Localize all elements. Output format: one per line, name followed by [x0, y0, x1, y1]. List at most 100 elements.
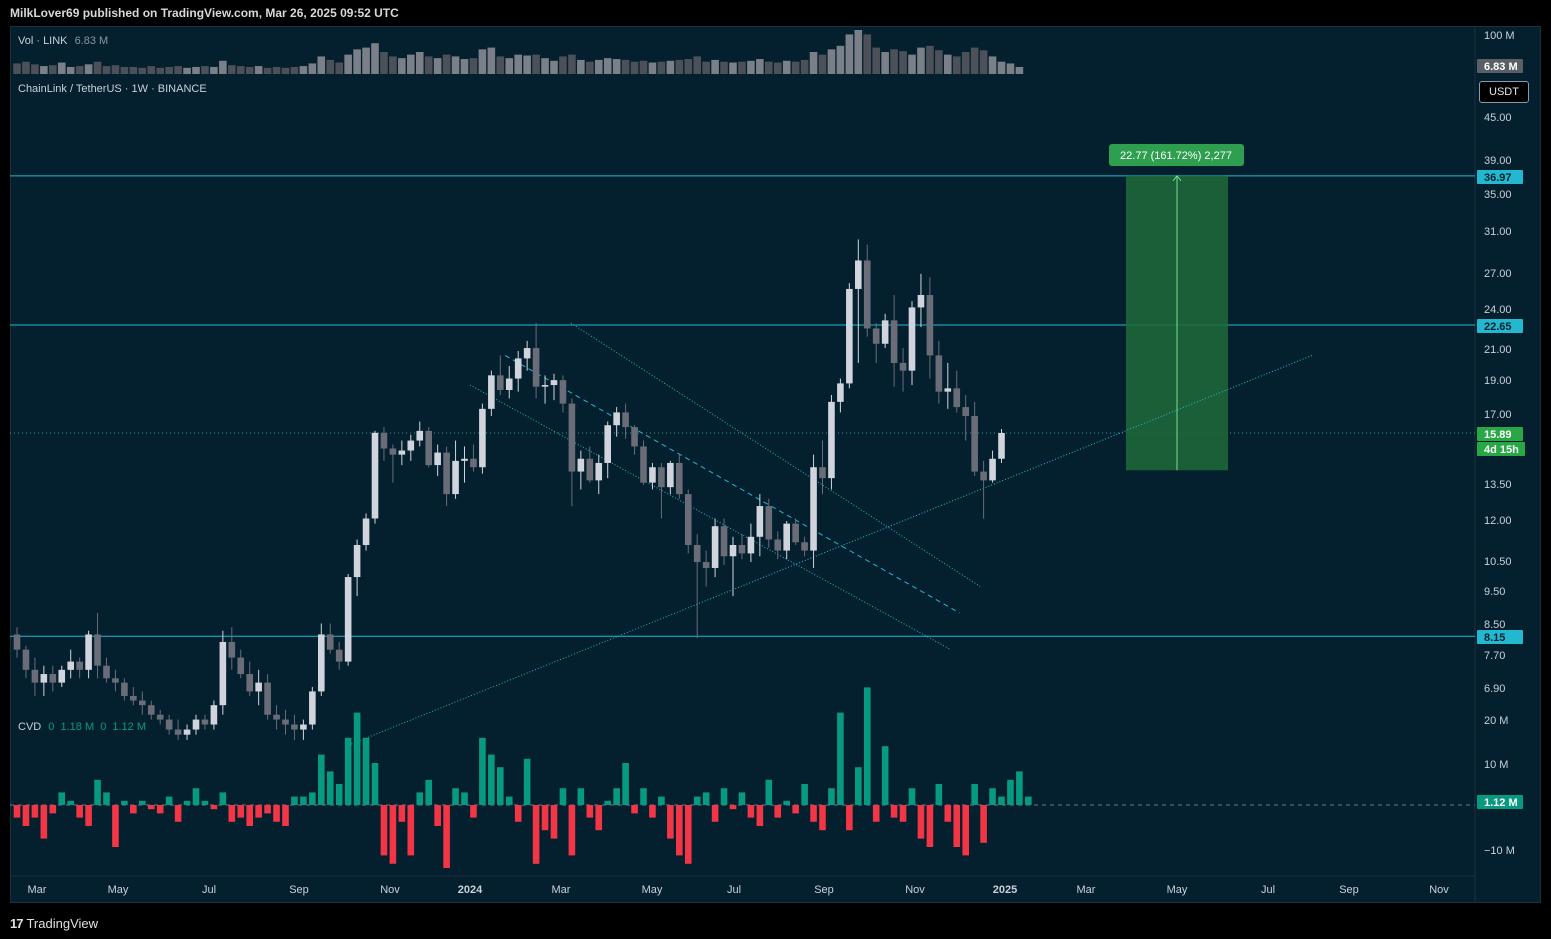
volume-bar [102, 66, 111, 74]
candle-body [926, 294, 934, 356]
price-tick-label: 12.00 [1484, 515, 1512, 527]
candle-body [613, 412, 620, 426]
volume-bar [639, 60, 648, 74]
volume-bar [31, 64, 39, 74]
chart-panel[interactable] [10, 26, 1541, 903]
volume-bar [40, 66, 48, 74]
volume-bar [111, 65, 120, 74]
volume-bar [415, 52, 424, 74]
candle-body [22, 649, 30, 670]
price-tick-label: 13.50 [1484, 479, 1512, 491]
time-tick-label: Mar [28, 884, 47, 896]
volume-bar [612, 59, 621, 74]
cvd-bar [425, 779, 432, 805]
candle-body [31, 669, 39, 683]
cvd-bar [908, 788, 916, 805]
candle-body [174, 729, 182, 735]
cvd-bar [497, 767, 504, 805]
cvd-bar [514, 805, 522, 822]
cvd-bar [1016, 771, 1023, 805]
time-tick-label: Nov [380, 884, 400, 896]
volume-bar [908, 54, 916, 74]
publish-header: MilkLover69 published on TradingView.com… [10, 6, 399, 20]
volume-bar [666, 60, 675, 74]
candle-body [676, 462, 683, 495]
cvd-bar [407, 805, 415, 856]
cvd-bar [291, 796, 298, 805]
candle-body [425, 430, 432, 466]
cvd-bar [192, 788, 200, 805]
volume-bar [1006, 63, 1015, 74]
cvd-bar [76, 805, 83, 818]
volume-bar [66, 66, 75, 74]
candle-body [658, 467, 665, 488]
candle-body [855, 260, 862, 289]
volume-bar [603, 58, 612, 74]
price-tick-label: 8.50 [1484, 619, 1505, 631]
candle-body [85, 634, 92, 670]
volume-bar [236, 66, 245, 74]
volume-bar [952, 56, 961, 74]
candle-body [389, 448, 397, 455]
cvd-tick-label: −10 M [1484, 845, 1515, 857]
price-tick-label: 9.50 [1484, 586, 1505, 598]
volume-bar [165, 66, 173, 74]
cvd-bar [658, 796, 665, 805]
cvd-bar [335, 784, 343, 805]
cvd-bar [362, 737, 370, 805]
time-tick-label: May [108, 884, 129, 896]
volume-bar [433, 58, 442, 74]
volume-bar [809, 52, 818, 74]
price-badge-box [1477, 427, 1523, 441]
cvd-bar [1025, 796, 1032, 805]
volume-bar [326, 59, 335, 74]
candle-body [819, 467, 826, 479]
cvd-bar [121, 800, 128, 805]
cvd-bar [631, 805, 638, 814]
volume-bar [138, 67, 147, 74]
cvd-bar [488, 754, 495, 805]
price-tick-label: 19.00 [1484, 375, 1512, 387]
cvd-bar [201, 800, 209, 805]
candle-body [702, 562, 710, 568]
cvd-bar [130, 805, 137, 814]
candle-body [514, 358, 522, 379]
volume-bar [93, 61, 102, 74]
cvd-bar [899, 805, 907, 822]
time-tick-label: May [1167, 884, 1188, 896]
candle-body [246, 674, 253, 692]
cvd-bar [917, 805, 925, 839]
candle-body [255, 682, 262, 692]
candle-body [309, 691, 316, 725]
price-badge-countdown: 4d 15h [1484, 444, 1519, 456]
candle-body [139, 700, 146, 706]
price-tick-label: 6.90 [1484, 683, 1505, 695]
cvd-bar [935, 784, 943, 805]
price-tick-label: 100 M [1484, 30, 1515, 42]
cvd-bar [801, 784, 808, 805]
candle-body [237, 657, 245, 675]
candle-body [550, 380, 558, 386]
volume-bar [407, 54, 415, 74]
volume-bar [219, 60, 227, 74]
price-badge-level: 22.65 [1484, 321, 1512, 333]
volume-bar [13, 63, 21, 74]
candle-body [532, 348, 540, 387]
currency-button[interactable]: USDT [1479, 81, 1529, 103]
candle-body [273, 714, 280, 720]
candle-body [640, 446, 647, 483]
cvd-bar [13, 805, 21, 818]
candle-body [971, 416, 978, 472]
candle-body [201, 719, 209, 725]
price-tick-label: 24.00 [1484, 304, 1512, 316]
candle-body [335, 649, 343, 662]
cvd-bar [702, 792, 710, 805]
candle-body [792, 523, 799, 543]
volume-bar [496, 56, 505, 74]
candle-body [559, 380, 567, 404]
candle-body [264, 682, 271, 715]
candle-body [523, 348, 531, 359]
volume-bar [245, 66, 254, 74]
volume-bar [129, 66, 138, 74]
